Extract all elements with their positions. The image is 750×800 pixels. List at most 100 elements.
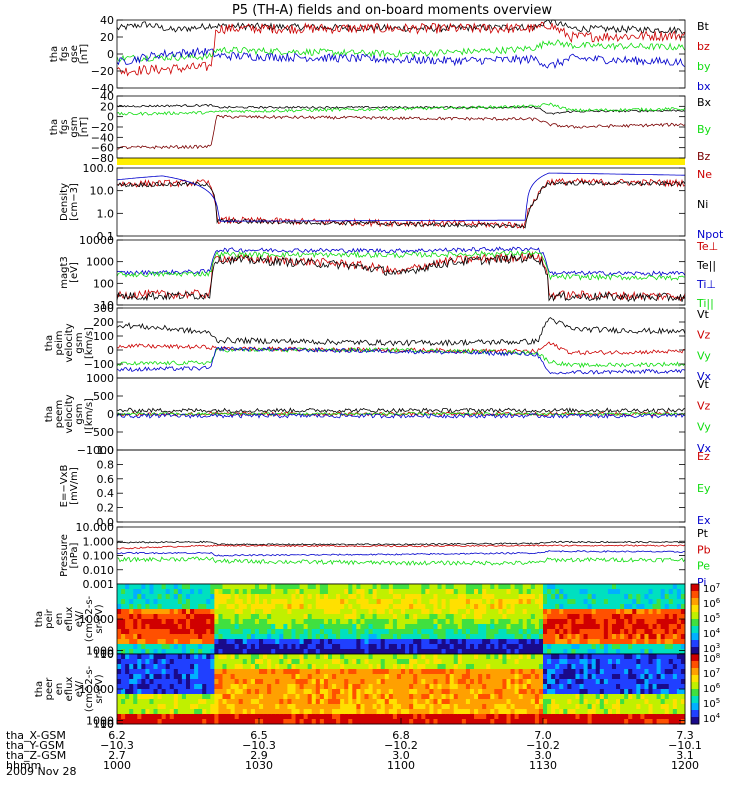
spectrogram-cell xyxy=(417,704,422,710)
spectrogram-cell xyxy=(620,719,625,725)
spectrogram-cell xyxy=(388,669,394,675)
spectrogram-cell xyxy=(165,639,171,645)
spectrogram-cell xyxy=(599,599,605,605)
legend-entry: Ni xyxy=(697,198,708,211)
spectrogram-cell xyxy=(218,624,223,630)
spectrogram-cell xyxy=(307,624,313,630)
spectrogram-cell xyxy=(482,709,487,715)
spectrogram-cell xyxy=(222,629,227,635)
spectrogram-cell xyxy=(356,674,361,680)
spectrogram-cell xyxy=(303,594,309,600)
spectrogram-cell xyxy=(453,694,459,700)
spectrogram-cell xyxy=(538,699,544,705)
spectrogram-cell xyxy=(129,664,134,670)
spectrogram-cell xyxy=(401,584,406,590)
spectrogram-cell xyxy=(194,634,199,640)
spectrogram-cell xyxy=(437,664,442,670)
spectrogram-cell xyxy=(506,719,511,725)
spectrogram-cell xyxy=(530,604,536,610)
y-tick-label: −20 xyxy=(91,65,114,78)
spectrogram-cell xyxy=(599,604,605,610)
spectrogram-cell xyxy=(490,599,495,605)
spectrogram-cell xyxy=(376,584,382,590)
spectrogram-cell xyxy=(230,624,236,630)
spectrogram-cell xyxy=(417,619,422,625)
spectrogram-cell xyxy=(555,644,560,650)
spectrogram-cell xyxy=(299,694,305,700)
spectrogram-cell xyxy=(543,594,548,600)
spectrogram-cell xyxy=(340,659,345,665)
spectrogram-cell xyxy=(242,634,248,640)
spectrogram-cell xyxy=(315,674,321,680)
spectrogram-cell xyxy=(567,629,572,635)
spectrogram-cell xyxy=(648,704,653,710)
spectrogram-cell xyxy=(555,704,560,710)
spectrogram-cell xyxy=(652,714,657,720)
spectrogram-cell xyxy=(267,619,272,625)
spectrogram-cell xyxy=(555,594,560,600)
spectrogram-cell xyxy=(595,684,601,690)
spectrogram-cell xyxy=(242,694,248,700)
spectrogram-cell xyxy=(348,719,353,725)
spectrogram-cell xyxy=(433,614,438,620)
spectrogram-cell xyxy=(246,714,252,720)
spectrogram-cell xyxy=(279,689,284,695)
spectrogram-cell xyxy=(595,699,601,705)
spectrogram-cell xyxy=(332,699,337,705)
spectrogram-cell xyxy=(409,629,414,635)
spectrogram-cell xyxy=(640,654,645,660)
spectrogram-cell xyxy=(640,639,645,645)
spectrogram-cell xyxy=(624,714,629,720)
spectrogram-cell xyxy=(234,719,240,725)
spectrogram-cell xyxy=(543,599,548,605)
spectrogram-cell xyxy=(299,639,305,645)
spectrogram-cell xyxy=(518,624,524,630)
spectrogram-cell xyxy=(530,634,536,640)
spectrogram-cell xyxy=(510,629,515,635)
spectrogram-cell xyxy=(149,649,154,655)
spectrogram-cell xyxy=(137,614,142,620)
spectrogram-cell xyxy=(567,679,572,685)
y-axis-label: gsm xyxy=(69,116,80,137)
spectrogram-cell xyxy=(169,624,175,630)
spectrogram-cell xyxy=(117,589,122,595)
spectrogram-cell xyxy=(380,609,386,615)
spectrogram-cell xyxy=(482,624,487,630)
spectrogram-cell xyxy=(364,684,369,690)
spectrogram-cell xyxy=(360,604,365,610)
spectrogram-cell xyxy=(628,594,633,600)
spectrogram-cell xyxy=(336,684,341,690)
spectrogram-cell xyxy=(242,699,248,705)
spectrogram-cell xyxy=(295,599,300,605)
spectrogram-cell xyxy=(660,634,666,640)
spectrogram-cell xyxy=(664,704,670,710)
spectrogram-cell xyxy=(364,669,369,675)
spectrogram-cell xyxy=(315,634,321,640)
spectrogram-cell xyxy=(380,589,386,595)
spectrogram-cell xyxy=(547,669,552,675)
spectrogram-cell xyxy=(121,689,126,695)
spectrogram-cell xyxy=(352,589,357,595)
spectrogram-cell xyxy=(616,614,621,620)
spectrogram-cell xyxy=(474,689,479,695)
colorbar-step xyxy=(691,584,699,592)
spectrogram-cell xyxy=(465,634,471,640)
spectrogram-cell xyxy=(559,654,564,660)
spectrogram-cell xyxy=(372,624,378,630)
spectrogram-cell xyxy=(117,709,122,715)
spectrogram-cell xyxy=(161,664,167,670)
spectrogram-cell xyxy=(680,719,686,725)
spectrogram-cell xyxy=(490,619,495,625)
spectrogram-cell xyxy=(360,709,365,715)
spectrogram-cell xyxy=(368,719,373,725)
spectrogram-cell xyxy=(538,709,544,715)
spectrogram-cell xyxy=(656,589,662,595)
spectrogram-cell xyxy=(534,709,540,715)
spectrogram-cell xyxy=(571,624,576,630)
spectrogram-cell xyxy=(441,719,447,725)
spectrogram-cell xyxy=(461,634,467,640)
y-axis-label: [nPa] xyxy=(69,542,80,568)
spectrogram-cell xyxy=(230,689,236,695)
